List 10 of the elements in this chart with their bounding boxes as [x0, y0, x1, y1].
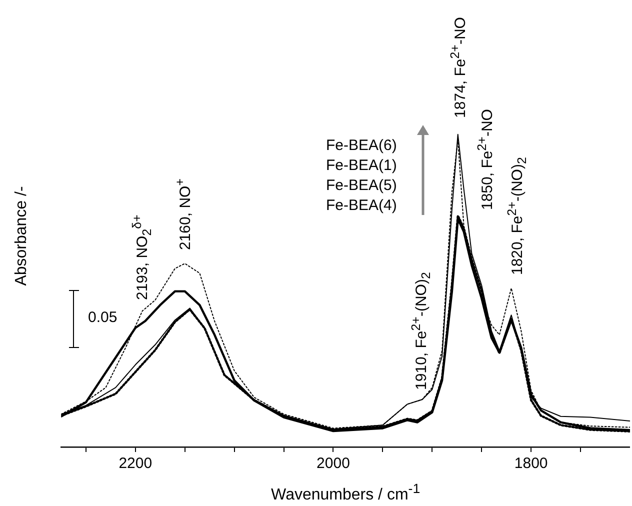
x-tick-label: 1800 — [514, 455, 548, 472]
annotation: 0.05 — [88, 309, 118, 327]
x-axis-title: Wavenumbers / cm$^{-1}$ — [271, 480, 420, 504]
annotation: Fe-BEA(1) — [326, 156, 397, 176]
annotation: Fe-BEA(5) — [326, 176, 397, 196]
x-tick-label: 2000 — [316, 455, 350, 472]
annotation: Fe-BEA(6) — [326, 136, 397, 156]
y-axis-title: Absorbance /- — [13, 186, 30, 286]
annotation: Fe-BEA(4) — [326, 196, 397, 216]
x-tick-label: 2200 — [118, 455, 152, 472]
